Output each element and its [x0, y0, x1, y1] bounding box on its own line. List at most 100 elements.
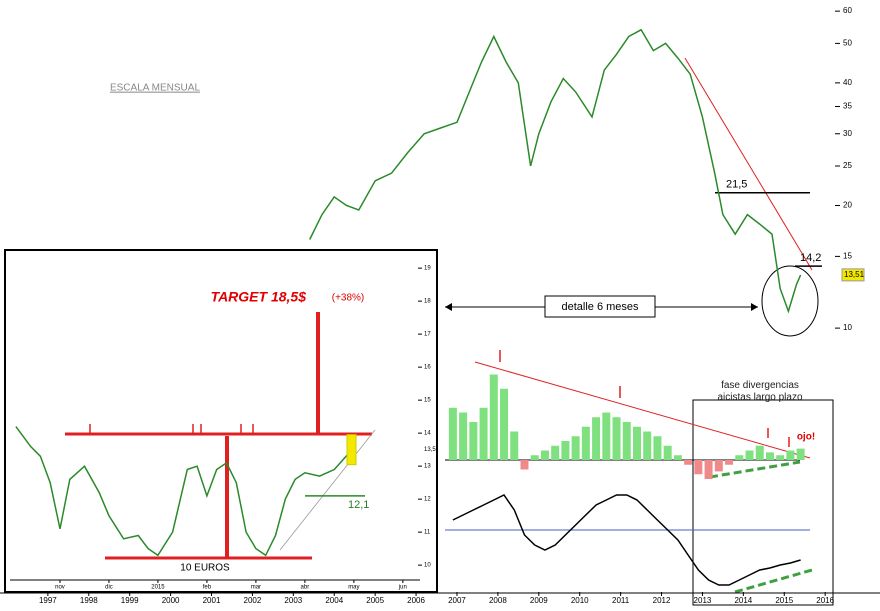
x-tick-label: 2015 [775, 596, 793, 605]
last-price-box [841, 268, 865, 282]
y-tick-label: 40 [843, 78, 852, 87]
bar [714, 460, 723, 472]
x-tick-label: 1998 [80, 596, 98, 605]
x-tick-label: 2004 [325, 596, 343, 605]
bar [510, 431, 519, 460]
inset-frame [4, 249, 438, 593]
bar [704, 460, 713, 479]
level-label: 21,5 [726, 179, 747, 191]
scale-label: ESCALA MENSUAL [110, 83, 200, 94]
bar [561, 441, 570, 460]
bar [663, 445, 672, 460]
bar [592, 417, 601, 460]
price-line [452, 494, 801, 586]
bar [489, 374, 498, 460]
bar [643, 431, 652, 460]
divergence-note: fase divergencias aicistas largo plazo [717, 380, 802, 403]
bar [735, 455, 744, 460]
x-tick-label: 2007 [448, 596, 466, 605]
x-tick-label: 2009 [530, 596, 548, 605]
y-tick-label: 14 [424, 431, 431, 437]
y-tick-label: 11 [424, 530, 431, 536]
price-line [309, 28, 802, 314]
target-label: TARGET 18,5$ [211, 289, 307, 305]
y-tick-label: 17 [424, 332, 431, 338]
y-tick-label: 30 [843, 129, 852, 138]
last-price-label: 13,5 [424, 447, 436, 453]
support-trend [279, 429, 376, 551]
x-tick-label: 1999 [121, 596, 139, 605]
x-tick-label: 2003 [284, 596, 302, 605]
y-tick-label: 25 [843, 161, 852, 170]
bar [530, 455, 539, 460]
y-tick-label: 10 [843, 323, 852, 332]
x-tick-label: may [348, 585, 359, 591]
divergence-line [709, 460, 801, 479]
x-tick-label: 2000 [162, 596, 180, 605]
y-tick-label: 60 [843, 6, 852, 15]
y-tick-label: 18 [424, 299, 431, 305]
x-tick-label: dic [105, 585, 113, 591]
bar [776, 455, 785, 460]
bar [479, 407, 488, 460]
x-tick-label: feb [203, 585, 212, 591]
bar [551, 445, 560, 460]
y-tick-label: 10 [424, 563, 431, 569]
bar [673, 455, 682, 460]
bar [540, 450, 549, 460]
bar [571, 436, 580, 460]
target-change: (+38%) [332, 293, 365, 304]
x-tick-label: 2013 [694, 596, 712, 605]
bar [796, 448, 805, 460]
bar [520, 460, 529, 470]
detail-label: detalle 6 meses [561, 301, 639, 313]
x-tick-label: 2002 [244, 596, 262, 605]
x-tick-label: 2014 [734, 596, 752, 605]
y-tick-label: 15 [843, 251, 852, 260]
bar [622, 422, 631, 460]
x-tick-label: 1997 [39, 596, 57, 605]
bar [469, 422, 478, 460]
x-tick-label: 2001 [203, 596, 221, 605]
arrows [499, 350, 790, 447]
x-tick-label: nov [55, 585, 65, 591]
bar [755, 445, 764, 460]
y-tick-label: 15 [424, 398, 431, 404]
bar [632, 426, 641, 460]
bar [694, 460, 703, 475]
x-tick-label: 2015 [151, 585, 165, 591]
x-tick-label: 2010 [571, 596, 589, 605]
y-tick-label: 50 [843, 39, 852, 48]
support-label: 10 EUROS [180, 563, 230, 574]
price-line [15, 426, 350, 557]
divergence-line [734, 568, 813, 594]
bar [765, 452, 774, 460]
x-tick-label: 2006 [407, 596, 425, 605]
trend-line [684, 57, 813, 271]
last-price-label: 13,51 [844, 270, 865, 279]
y-tick-label: 19 [424, 266, 431, 272]
y-tick-label: 12 [424, 497, 431, 503]
bar [459, 412, 468, 460]
highlight-ellipse [761, 265, 819, 337]
level-label: 12,1 [348, 499, 369, 511]
oscillator-trend [474, 361, 811, 459]
x-tick-label: 2008 [489, 596, 507, 605]
bar [602, 412, 611, 460]
bar [612, 417, 621, 460]
bar [684, 460, 693, 465]
y-tick-label: 35 [843, 102, 852, 111]
y-tick-label: 13 [424, 464, 431, 470]
x-tick-label: abr [301, 585, 310, 591]
bar [581, 426, 590, 460]
x-tick-label: jun [398, 585, 407, 591]
y-tick-label: 20 [843, 201, 852, 210]
bar [745, 450, 754, 460]
divergence-box [692, 399, 834, 606]
x-tick-label: 2005 [366, 596, 384, 605]
x-tick-label: 2012 [653, 596, 671, 605]
x-tick-label: 2011 [612, 596, 630, 605]
bar [653, 436, 662, 460]
warning-label: ojo! [797, 432, 815, 443]
